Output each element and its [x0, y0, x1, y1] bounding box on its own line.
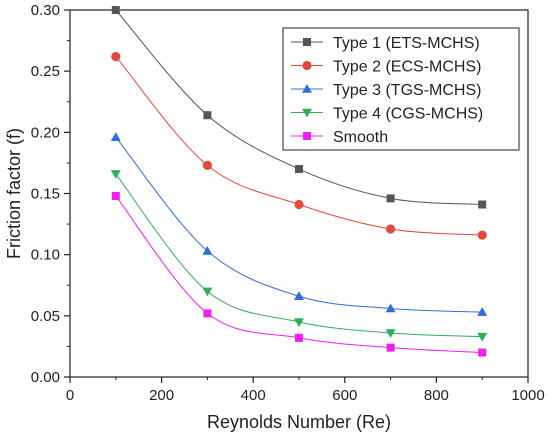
data-point [386, 343, 395, 352]
data-point [385, 329, 396, 338]
legend-label: Smooth [333, 129, 388, 146]
y-tick-label: 0.05 [31, 308, 60, 325]
series-5 [111, 191, 487, 357]
legend-marker [302, 84, 312, 93]
series-line [115, 173, 483, 338]
legend-marker [302, 108, 312, 118]
legend-marker [302, 60, 312, 71]
data-point [202, 245, 213, 255]
legend: Type 1 (ETS-MCHS) Type 2 (ECS-MCHS) Type 3… [282, 27, 520, 151]
y-tick-label: 0.00 [31, 369, 60, 386]
data-point [203, 309, 212, 318]
legend-marker [303, 132, 311, 140]
data-point [111, 6, 120, 14]
x-axis-title: Reynolds Number (Re) [207, 412, 391, 432]
legend-item: Type 2 (ECS-MCHS) [291, 59, 481, 76]
x-tick-label: 800 [424, 387, 449, 404]
data-point [477, 230, 487, 240]
x-tick-label: 1000 [511, 387, 544, 404]
data-point [110, 170, 121, 179]
series-2 [111, 51, 487, 240]
y-tick-label: 0.25 [31, 63, 60, 80]
y-tick-label: 0.30 [31, 2, 60, 19]
x-tick-label: 0 [66, 387, 74, 404]
data-point [111, 51, 121, 62]
legend-item: Type 3 (TGS-MCHS) [291, 82, 481, 99]
data-point [478, 348, 487, 357]
y-axis-title: Friction factor (f) [4, 128, 24, 259]
y-tick-label: 0.20 [31, 124, 60, 141]
data-point [202, 160, 212, 170]
data-point [294, 318, 304, 327]
data-point [203, 111, 212, 120]
legend-item: Type 1 (ETS-MCHS) [291, 35, 480, 52]
legend-label: Type 1 (ETS-MCHS) [333, 35, 480, 52]
legend-label: Type 4 (CGS-MCHS) [333, 106, 483, 123]
legend-item: Type 4 (CGS-MCHS) [291, 106, 483, 123]
x-tick-label: 200 [149, 387, 174, 404]
legend-label: Type 3 (TGS-MCHS) [333, 82, 481, 99]
data-point [111, 191, 120, 200]
data-point [477, 307, 488, 316]
series-1 [111, 6, 487, 209]
y-tick-label: 0.15 [31, 186, 60, 203]
data-point [477, 332, 488, 342]
data-point [294, 199, 304, 210]
legend-item: Smooth [291, 129, 388, 146]
series-4 [110, 170, 488, 342]
series-line [115, 195, 483, 354]
legend-label: Type 2 (ECS-MCHS) [333, 59, 481, 76]
x-tick-label: 600 [332, 387, 357, 404]
axes: 0 200 400 600 800 1000 0.00 0.05 0.10 0.15 0.20 0.2… [31, 2, 545, 404]
data-point [478, 200, 487, 209]
y-tick-label: 0.10 [31, 247, 60, 264]
data-point [386, 224, 396, 234]
series-3 [110, 132, 488, 316]
data-point [294, 291, 304, 301]
series-layer [110, 6, 488, 357]
series-line [115, 9, 483, 206]
data-point [385, 303, 396, 313]
data-point [202, 287, 213, 297]
data-point [110, 132, 121, 141]
data-point [295, 333, 303, 342]
data-point [386, 194, 395, 203]
series-line [115, 136, 483, 313]
data-point [295, 165, 303, 174]
legend-marker [303, 38, 311, 46]
x-tick-label: 400 [241, 387, 266, 404]
